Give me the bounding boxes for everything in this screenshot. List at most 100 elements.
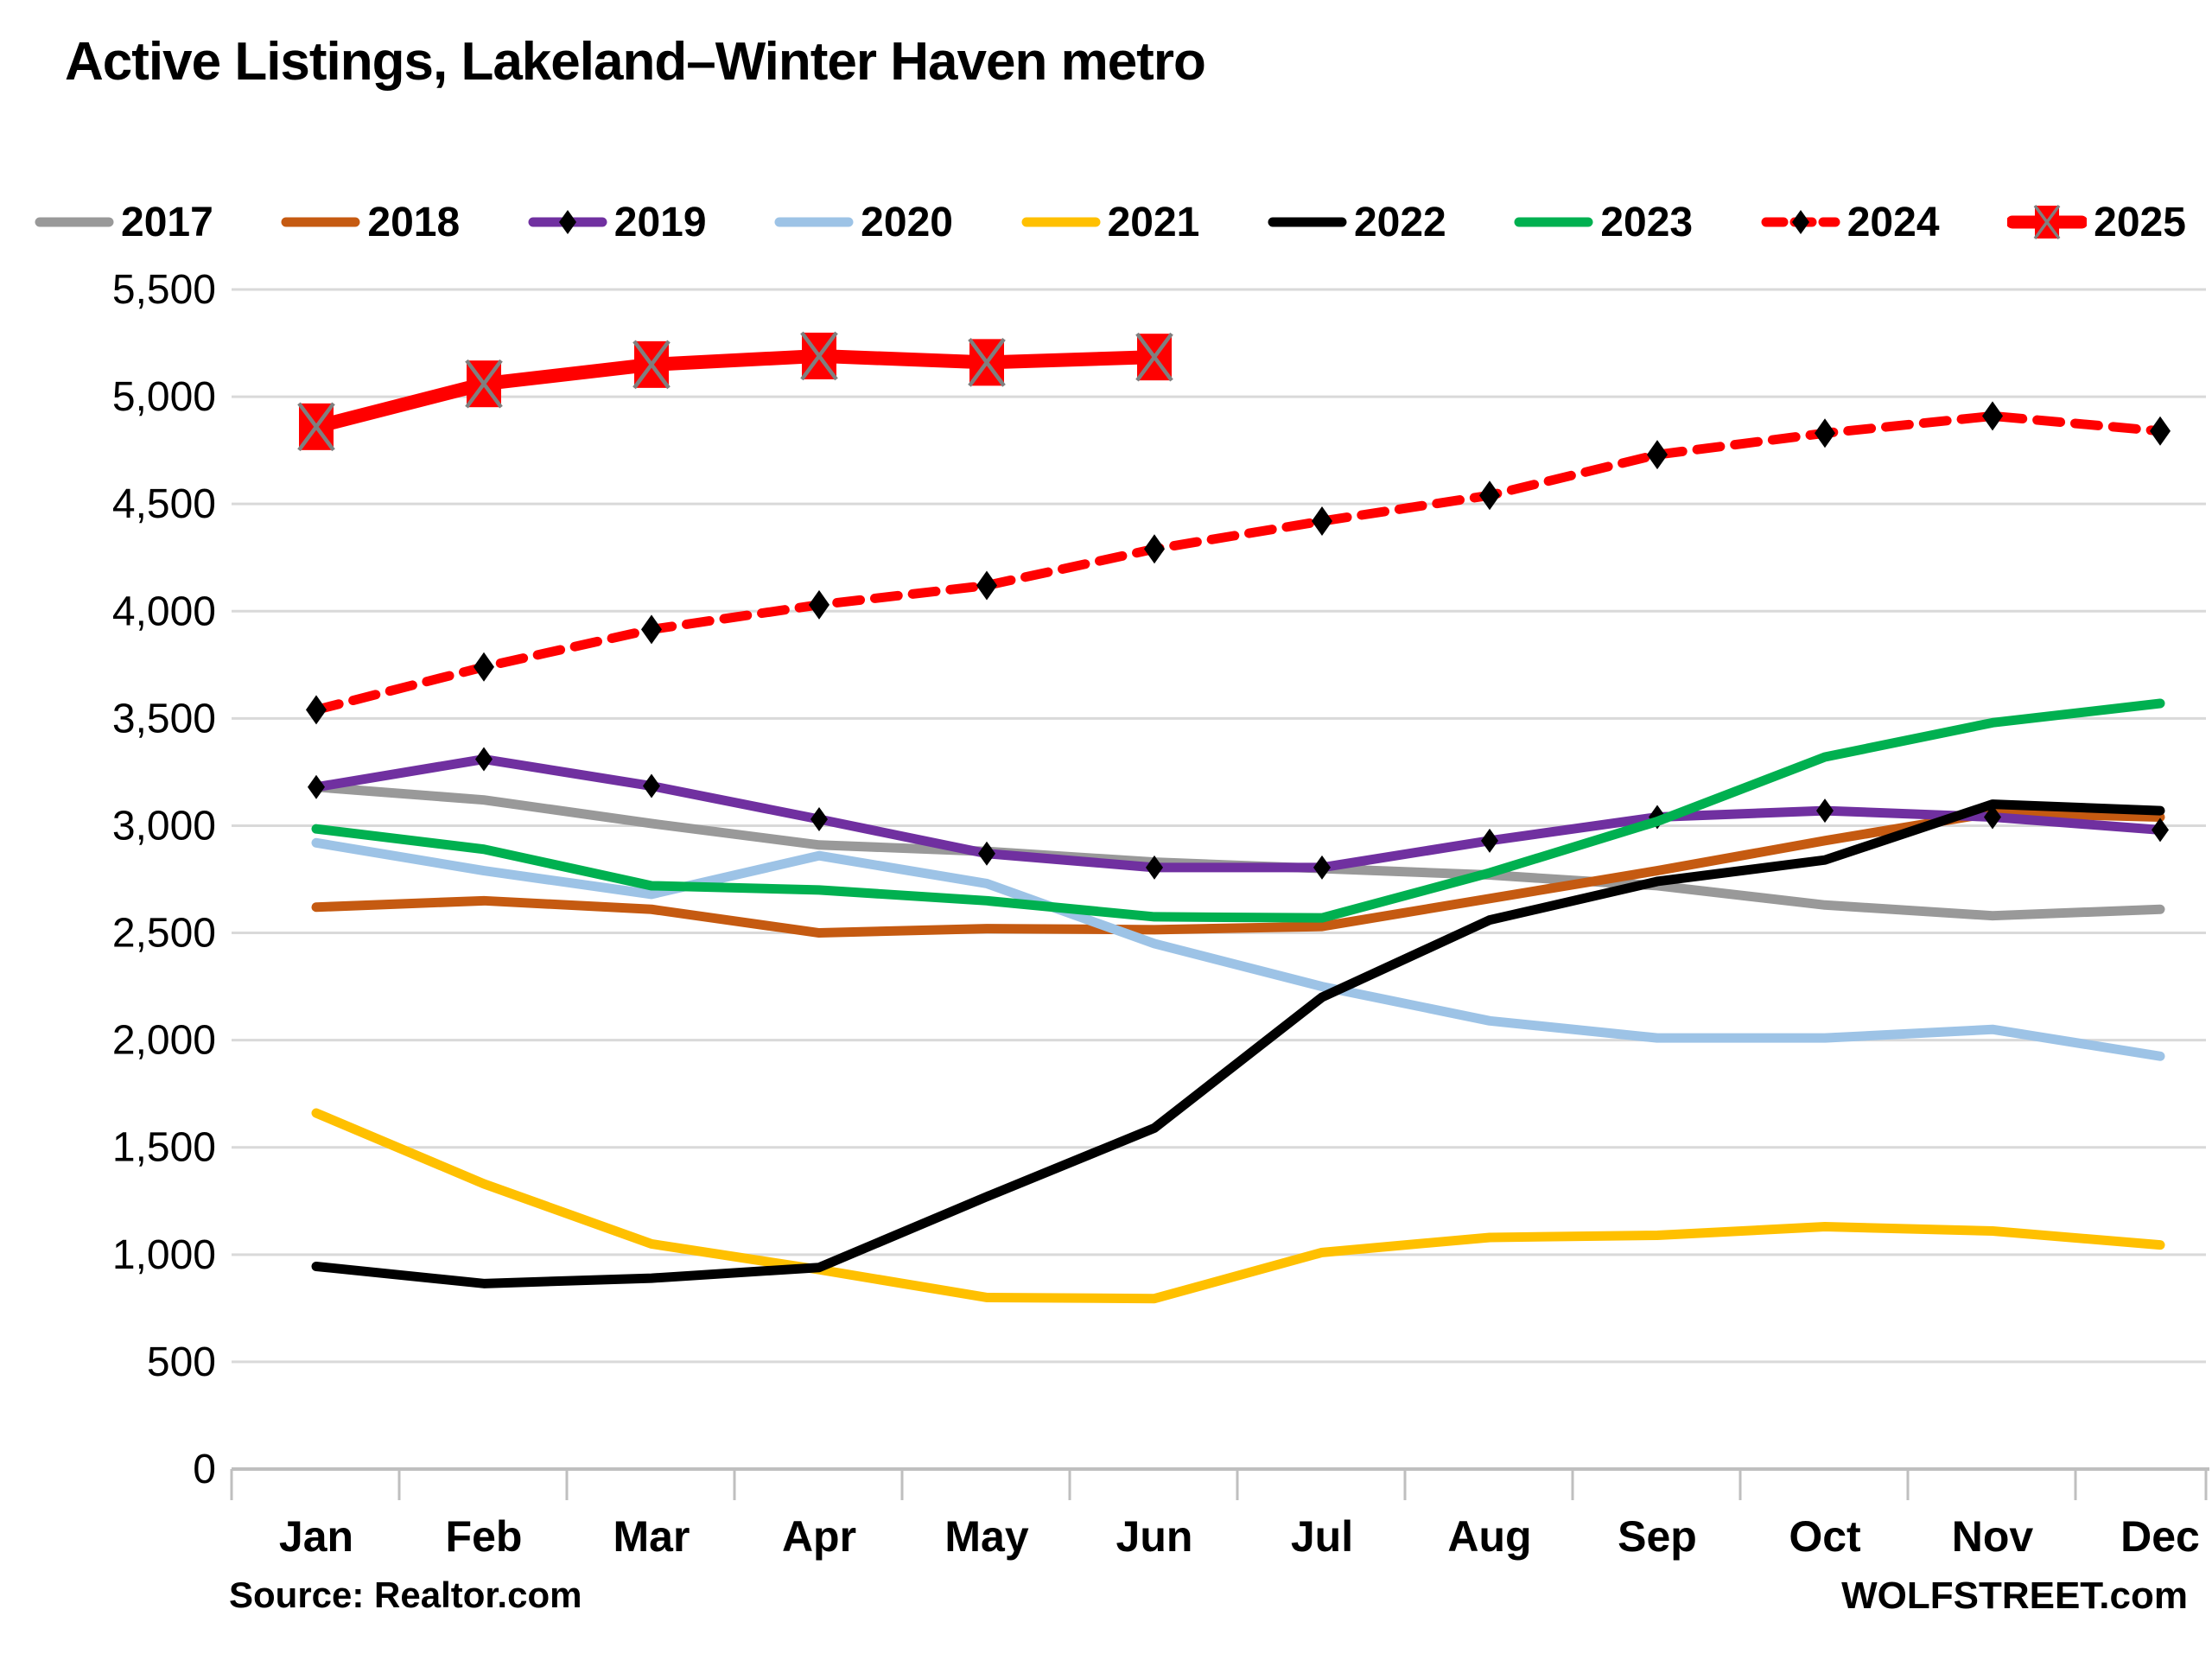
diamond-marker (1479, 480, 1500, 511)
diamond-marker (810, 807, 828, 832)
legend-label-2024: 2024 (1847, 199, 1940, 245)
series-2018 (311, 808, 2165, 938)
series-2023-line (311, 698, 2165, 923)
legend-swatch-2024 (1761, 210, 1840, 234)
diamond-marker (641, 614, 662, 645)
legend-item-2025: 2025 (2007, 194, 2186, 250)
x-tick-label: Jan (279, 1512, 353, 1561)
legend-swatch-2019 (528, 210, 607, 234)
legend-swatch-2017 (35, 217, 114, 227)
y-tick-label: 1,000 (112, 1232, 216, 1278)
legend-item-2023: 2023 (1514, 194, 1693, 250)
chart-legend: 2017 2018 2019 2020 2021 2022 2023 2024 2025 (35, 192, 2186, 252)
legend-label-2019: 2019 (613, 199, 707, 245)
series-2024-line (311, 410, 2165, 715)
legend-item-2020: 2020 (774, 194, 953, 250)
diamond-marker (1815, 418, 1835, 448)
series-2020 (311, 837, 2165, 1061)
legend-item-2018: 2018 (281, 194, 460, 250)
series-2024 (306, 401, 2171, 725)
legend-label-2021: 2021 (1107, 199, 1200, 245)
series-2017-line (311, 782, 2165, 921)
legend-swatch-2018 (281, 217, 360, 227)
legend-item-2021: 2021 (1021, 194, 1200, 250)
diamond-marker (474, 652, 494, 682)
legend-item-2019: 2019 (528, 194, 707, 250)
source-note: Source: Realtor.com (229, 1574, 582, 1615)
x-axis (230, 1467, 2209, 1500)
chart-title: Active Listings, Lakeland–Winter Haven m… (65, 32, 1206, 92)
series-2025 (297, 331, 1173, 452)
legend-label-2020: 2020 (861, 199, 953, 245)
y-tick-label: 2,000 (112, 1018, 216, 1064)
y-tick-label: 500 (147, 1339, 216, 1385)
diamond-marker (306, 695, 327, 725)
y-tick-label: 5,500 (112, 267, 216, 313)
series-2018-line (311, 808, 2165, 938)
diamond-marker (976, 570, 997, 601)
diamond-marker (475, 747, 493, 772)
diamond-marker (1313, 855, 1331, 880)
y-tick-label: 1,500 (112, 1125, 216, 1171)
diamond-marker (1144, 534, 1165, 564)
legend-swatch-2023 (1514, 217, 1593, 227)
y-tick-label: 4,500 (112, 481, 216, 527)
y-gridlines (232, 288, 2206, 1364)
diamond-marker (1312, 506, 1332, 537)
x-tick-label: Mar (613, 1512, 690, 1561)
series-2025-line (309, 348, 1161, 434)
diamond-marker (809, 589, 830, 620)
diamond-marker (978, 841, 995, 866)
legend-item-2024: 2024 (1761, 194, 1940, 250)
y-axis-labels: 0 500 1,000 1,500 2,000 2,500 3,000 3,500 4,000 4… (112, 267, 216, 1492)
diamond-marker (1816, 798, 1834, 824)
legend-label-2018: 2018 (367, 199, 461, 245)
x-tick-label: Nov (1952, 1512, 2034, 1561)
legend-label-2017: 2017 (121, 199, 213, 245)
y-tick-label: 0 (193, 1447, 216, 1492)
diamond-marker (2150, 416, 2171, 446)
chart-footer: Source: Realtor.com WOLFSTREET.com (0, 1574, 2212, 1635)
x-axis-labels: Jan Feb Mar Apr May Jun Jul Aug Sep Oct Nov Dec (279, 1512, 2200, 1561)
x-tick-label: Feb (446, 1512, 523, 1561)
x-tick-label: Aug (1447, 1512, 1531, 1561)
series-2022-line (311, 799, 2165, 1288)
diamond-marker (1481, 828, 1498, 853)
x-tick-label: Apr (782, 1512, 856, 1561)
y-tick-label: 3,500 (112, 696, 216, 741)
x-tick-label: Dec (2120, 1512, 2200, 1561)
legend-swatch-2022 (1268, 217, 1347, 227)
diamond-marker (1982, 401, 2003, 431)
legend-swatch-2021 (1021, 217, 1101, 227)
legend-swatch-2025 (2007, 204, 2088, 240)
diamond-marker (643, 773, 660, 798)
x-tick-label: Sep (1618, 1512, 1697, 1561)
x-tick-label: Oct (1789, 1512, 1861, 1561)
diamond-marker (308, 774, 325, 799)
diamond-marker (2152, 817, 2169, 843)
y-tick-label: 5,000 (112, 374, 216, 420)
series-2019 (308, 747, 2169, 880)
legend-label-2025: 2025 (2094, 199, 2186, 245)
legend-item-2017: 2017 (35, 194, 213, 250)
series-2023 (311, 698, 2165, 923)
legend-label-2022: 2022 (1353, 199, 1446, 245)
series-2017 (311, 782, 2165, 921)
y-tick-label: 4,000 (112, 588, 216, 634)
series-2020-line (311, 837, 2165, 1061)
series-2019-line (311, 754, 2165, 873)
diamond-marker (1984, 805, 2001, 830)
x-tick-label: Jul (1291, 1512, 1353, 1561)
y-tick-label: 2,500 (112, 911, 216, 957)
legend-swatch-2020 (774, 217, 854, 227)
legend-item-2022: 2022 (1268, 194, 1446, 250)
diamond-marker (1647, 440, 1668, 470)
legend-label-2023: 2023 (1600, 199, 1694, 245)
y-tick-label: 3,000 (112, 803, 216, 849)
series-2022 (311, 799, 2165, 1288)
branding-wolfstreet: WOLFSTREET.com (1841, 1574, 2188, 1617)
x-tick-label: Jun (1116, 1512, 1193, 1561)
diamond-marker (1146, 855, 1163, 880)
